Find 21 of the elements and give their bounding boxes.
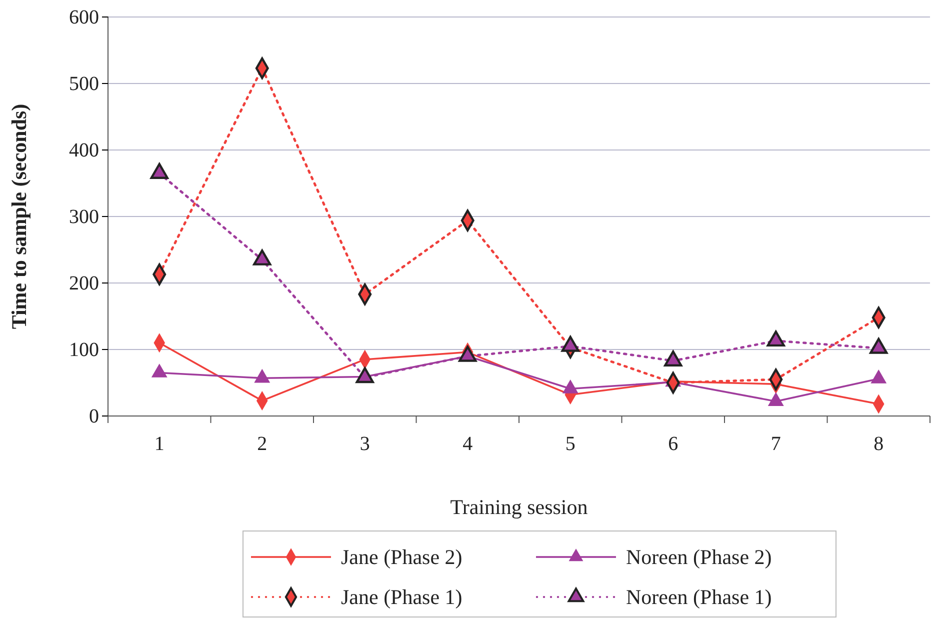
- x-axis-title: Training session: [450, 495, 588, 519]
- legend-label: Jane (Phase 1): [341, 585, 462, 609]
- x-tick-label: 4: [462, 433, 473, 456]
- y-tick-label: 600: [69, 6, 99, 28]
- x-tick-label: 2: [257, 433, 268, 456]
- y-axis-title: Time to sample (seconds): [7, 104, 31, 330]
- x-tick-label: 6: [668, 433, 678, 456]
- legend-label: Noreen (Phase 2): [626, 545, 772, 569]
- y-tick-label: 100: [69, 338, 99, 361]
- y-tick-label: 300: [69, 206, 99, 228]
- x-tick-label: 5: [565, 433, 576, 456]
- legend-label: Noreen (Phase 1): [626, 585, 772, 609]
- y-tick-label: 400: [69, 139, 99, 162]
- x-tick-label: 8: [874, 433, 884, 456]
- legend-label: Jane (Phase 2): [341, 545, 462, 569]
- y-tick-label: 0: [89, 405, 99, 428]
- y-tick-label: 200: [69, 272, 99, 294]
- x-tick-label: 3: [360, 433, 370, 456]
- x-tick-label: 7: [770, 433, 781, 456]
- y-tick-label: 500: [69, 72, 99, 95]
- x-tick-label: 1: [154, 433, 164, 456]
